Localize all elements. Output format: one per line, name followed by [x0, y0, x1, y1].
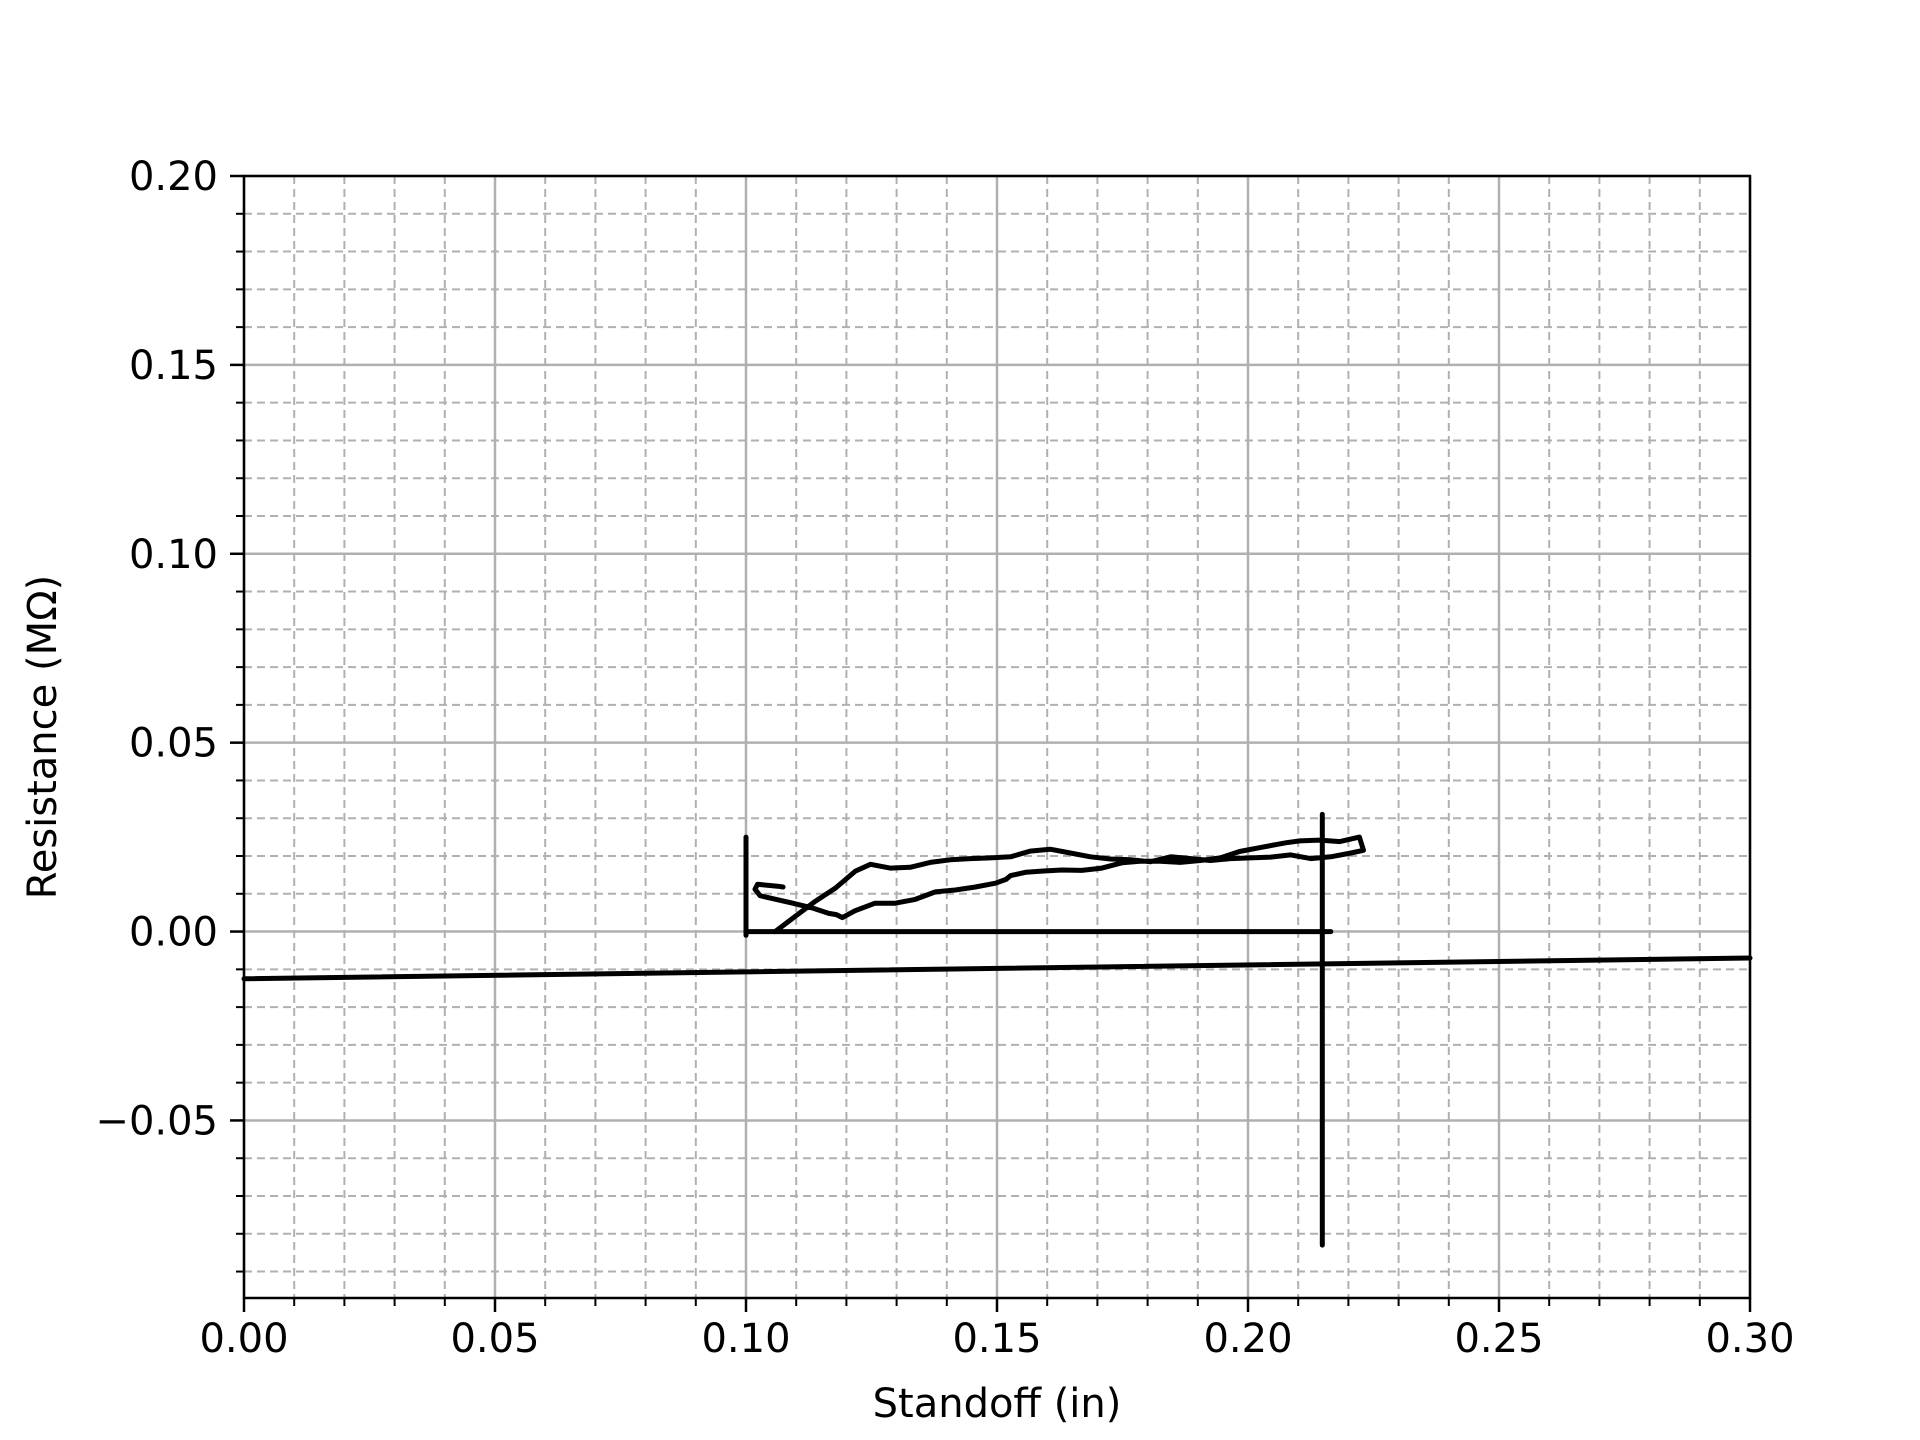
x-tick-label: 0.15 [952, 1316, 1041, 1362]
series-line-1 [743, 834, 1334, 938]
y-tick-label: 0.20 [129, 154, 218, 200]
y-axis-label: Resistance (MΩ) [20, 575, 66, 900]
x-tick-label: 0.10 [701, 1316, 790, 1362]
y-tick-label: 0.15 [129, 343, 218, 389]
x-tick-label: 0.00 [199, 1316, 288, 1362]
y-tick-label: 0.00 [129, 910, 218, 956]
y-tick-label: 0.05 [129, 721, 218, 767]
y-tick-label: −0.05 [95, 1098, 218, 1144]
x-tick-label: 0.30 [1705, 1316, 1794, 1362]
series-layer [241, 811, 1753, 1248]
x-tick-label: 0.25 [1454, 1316, 1543, 1362]
x-tick-label: 0.05 [450, 1316, 539, 1362]
x-tick-label: 0.20 [1203, 1316, 1292, 1362]
x-axis-label: Standoff (in) [873, 1381, 1122, 1427]
series-line-4 [752, 834, 1366, 935]
series-line-3 [241, 955, 1753, 982]
y-tick-labels: −0.05 0.00 0.05 0.10 0.15 0.20 [95, 154, 218, 1144]
x-tick-labels: 0.00 0.05 0.10 0.15 0.20 0.25 0.30 [199, 1316, 1794, 1362]
y-tick-label: 0.10 [129, 532, 218, 578]
axis-ticks [230, 174, 1752, 1312]
